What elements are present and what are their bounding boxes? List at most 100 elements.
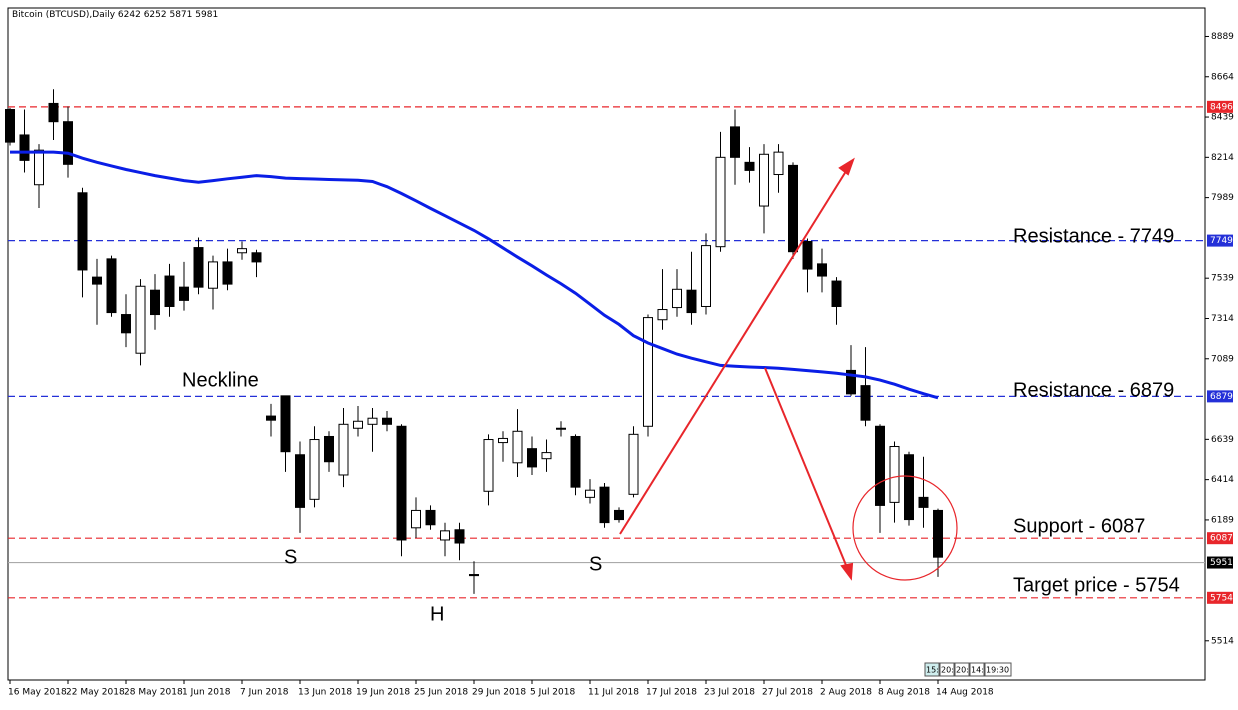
candle-body bbox=[686, 289, 697, 314]
candle-body bbox=[411, 509, 421, 529]
candle-body bbox=[759, 153, 769, 207]
candle-body bbox=[541, 452, 552, 460]
candle-body bbox=[860, 385, 871, 421]
time-tab bbox=[969, 662, 985, 677]
time-tab-label: 19:30 bbox=[986, 666, 1009, 675]
x-tick-label: 13 Jun 2018 bbox=[298, 688, 352, 698]
candle-body bbox=[237, 248, 247, 254]
candle-body bbox=[106, 258, 117, 314]
candle-body bbox=[730, 126, 740, 158]
y-tick-label: 6189 bbox=[1211, 515, 1234, 525]
candle-body bbox=[92, 276, 102, 285]
x-tick-label: 5 Jul 2018 bbox=[530, 688, 575, 698]
candle-body bbox=[5, 109, 15, 143]
annotation: S bbox=[284, 546, 297, 568]
level-label-bg bbox=[1207, 591, 1233, 604]
x-tick-label: 28 May 2018 bbox=[124, 688, 183, 698]
candle-body bbox=[643, 317, 653, 427]
candle-body bbox=[701, 245, 711, 307]
candle-body bbox=[773, 151, 784, 176]
candle-body bbox=[570, 435, 581, 488]
x-tick-label: 29 Jun 2018 bbox=[472, 688, 526, 698]
candle-body bbox=[63, 121, 73, 165]
candle-body bbox=[614, 509, 624, 521]
level-label: 5951 bbox=[1210, 558, 1233, 568]
candle-body bbox=[208, 261, 218, 289]
arrows bbox=[619, 157, 855, 581]
annotation: Resistance - 7749 bbox=[1013, 225, 1174, 247]
title-close: 5981 bbox=[195, 10, 218, 20]
level-label-bg bbox=[1207, 234, 1233, 247]
candle-body bbox=[34, 149, 44, 186]
candle-body bbox=[48, 102, 59, 123]
candle-body bbox=[454, 529, 465, 544]
y-tick-label: 6639 bbox=[1211, 435, 1234, 445]
chart-title: Bitcoin (BTCUSD),Daily 6242 6252 5871 59… bbox=[12, 10, 218, 20]
title-high: 6252 bbox=[144, 10, 167, 20]
x-tick-label: 14 Aug 2018 bbox=[936, 688, 994, 698]
candle-body bbox=[121, 314, 131, 334]
annotation: Resistance - 6879 bbox=[1013, 379, 1174, 401]
candle-body bbox=[715, 156, 726, 248]
candle-body bbox=[628, 433, 639, 495]
candle-body bbox=[672, 288, 682, 309]
y-tick-label: 8889 bbox=[1211, 32, 1234, 42]
y-tick-label: 7089 bbox=[1211, 354, 1234, 364]
candle-body bbox=[135, 285, 146, 354]
x-tick-label: 2 Aug 2018 bbox=[820, 688, 872, 698]
candle-body bbox=[309, 439, 320, 500]
x-tick-label: 11 Jul 2018 bbox=[588, 688, 639, 698]
candle-body bbox=[338, 423, 349, 476]
y-tick-label: 6414 bbox=[1211, 475, 1234, 485]
candle-body bbox=[498, 437, 508, 444]
grid-layer: 8889 8664 8439 8214 7989 7539 7314 7089 6639 6414… bbox=[8, 32, 1234, 698]
candle-body bbox=[556, 427, 566, 430]
y-tick-label: 8439 bbox=[1211, 113, 1234, 123]
candle-body bbox=[396, 425, 407, 541]
level-label-bg bbox=[1207, 100, 1233, 113]
candle-body bbox=[150, 289, 160, 316]
candle-body bbox=[324, 435, 334, 463]
candle-body bbox=[193, 247, 204, 288]
candle-body bbox=[77, 192, 88, 271]
arrow-head bbox=[838, 157, 855, 176]
y-tick-label: 5514 bbox=[1211, 636, 1234, 646]
arrow-head bbox=[840, 562, 854, 581]
level-label: 6879 bbox=[1210, 392, 1233, 402]
level-label-bg bbox=[1207, 390, 1233, 403]
title-low: 5871 bbox=[169, 10, 192, 20]
time-tab bbox=[924, 662, 940, 677]
candle-body bbox=[527, 448, 537, 468]
title-open: 6242 bbox=[118, 10, 141, 20]
candle-body bbox=[19, 134, 30, 161]
candle-body bbox=[251, 252, 262, 263]
candle-body bbox=[425, 509, 436, 526]
x-tick-label: 25 Jun 2018 bbox=[414, 688, 468, 698]
x-tick-label: 17 Jul 2018 bbox=[646, 688, 697, 698]
annotation: Neckline bbox=[182, 369, 259, 391]
annotation: Target price - 5754 bbox=[1013, 574, 1180, 596]
level-label: 8496 bbox=[1210, 102, 1233, 112]
title-text: Bitcoin (BTCUSD),Daily bbox=[12, 10, 116, 20]
candle-body bbox=[802, 240, 813, 270]
candle-body bbox=[164, 275, 175, 307]
annotation: Support - 6087 bbox=[1013, 515, 1145, 537]
candle-body bbox=[222, 261, 233, 285]
candle-body bbox=[512, 430, 523, 464]
x-tick-label: 16 May 2018 bbox=[8, 688, 67, 698]
level-label: 6087 bbox=[1210, 534, 1233, 544]
x-tick-label: 22 May 2018 bbox=[66, 688, 125, 698]
y-tick-label: 7989 bbox=[1211, 193, 1234, 203]
candle-body bbox=[788, 164, 798, 253]
x-tick-label: 1 Jun 2018 bbox=[182, 688, 231, 698]
candle-body bbox=[266, 415, 276, 421]
candle-body bbox=[483, 439, 494, 492]
candle-body bbox=[904, 454, 914, 521]
arrow-down bbox=[764, 367, 849, 571]
annotation: S bbox=[589, 553, 602, 575]
time-tab-label: 14: bbox=[971, 666, 984, 675]
level-label-bg bbox=[1207, 532, 1233, 545]
candle-body bbox=[295, 454, 305, 508]
candle-body bbox=[585, 489, 595, 498]
